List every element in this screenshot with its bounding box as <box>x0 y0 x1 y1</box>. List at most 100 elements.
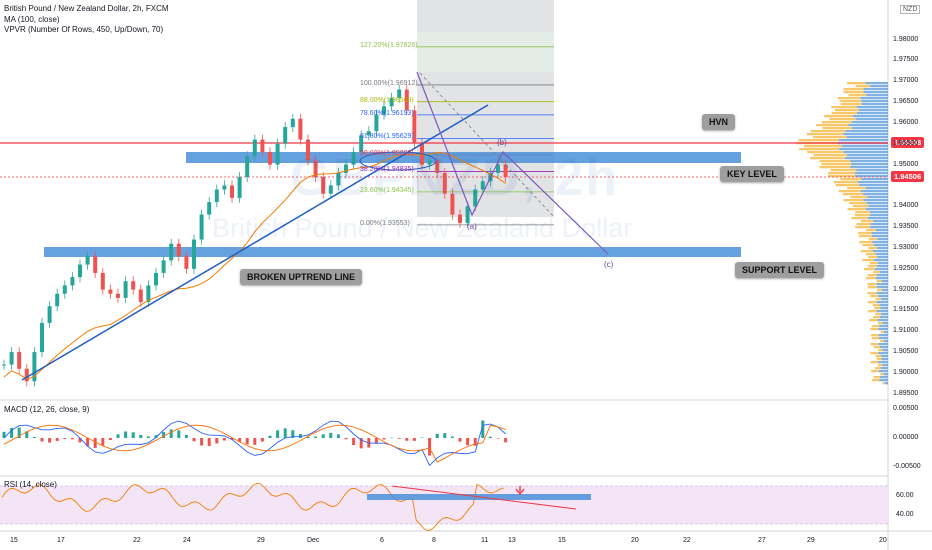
macd-hist-bar <box>412 438 416 441</box>
fib-label: 23.60%(1.94345) <box>360 186 414 194</box>
macd-hist-bar <box>428 438 432 456</box>
currency-badge[interactable]: NZD <box>900 5 921 14</box>
candle-body <box>450 193 455 215</box>
vpvr-bar-down <box>879 304 888 307</box>
vpvr-bar-up <box>835 109 859 112</box>
macd-hist-bar <box>382 438 386 440</box>
candle-body <box>382 106 386 115</box>
macd-hist-bar <box>177 430 181 438</box>
vpvr-bar-down <box>858 181 888 184</box>
vpvr-bar-down <box>852 127 888 130</box>
vpvr-bar-down <box>877 256 888 259</box>
vpvr-bar-up <box>860 220 874 223</box>
wave-b-label: (b) <box>497 138 507 147</box>
vpvr-bar-up <box>880 340 884 343</box>
candle-body <box>442 172 447 194</box>
vpvr-bar-down <box>873 250 888 253</box>
vpvr-bar-down <box>863 91 888 94</box>
vpvr-bar-up <box>862 244 874 247</box>
x-tick-label: 29 <box>807 537 815 544</box>
vpvr-bar-down <box>879 337 888 340</box>
macd-hist-bar <box>245 438 249 445</box>
down-arrow-icon <box>515 486 525 496</box>
fib-label: 88.00%(1.96509) <box>360 96 414 104</box>
vpvr-bar-down <box>845 157 888 160</box>
vpvr-bar-up <box>859 241 873 244</box>
vpvr-bar-down <box>876 286 888 289</box>
vpvr-bar-down <box>879 271 888 274</box>
macd-hist-bar <box>496 438 500 439</box>
vpvr-bar-down <box>879 379 888 382</box>
candle-body <box>321 177 326 194</box>
vpvr-bar-up <box>850 196 868 199</box>
vpvr-bar-down <box>876 301 888 304</box>
macd-hist-bar <box>154 435 158 438</box>
vpvr-bar-down <box>856 106 888 109</box>
macd-line <box>3 420 506 467</box>
vpvr-bar-down <box>865 187 888 190</box>
vpvr-bar-up <box>855 226 870 229</box>
vpvr-bar-up <box>812 136 847 139</box>
vpvr-bar-down <box>877 247 888 250</box>
macd-hist-bar <box>344 438 348 440</box>
vpvr-bar-down <box>877 310 888 313</box>
macd-hist-bar <box>78 438 82 443</box>
macd-hist-bar <box>352 438 356 446</box>
x-tick-label: 8 <box>432 537 436 544</box>
vpvr-bar-up <box>848 94 867 97</box>
vpvr-bar-down <box>838 139 888 142</box>
support-level-callout: SUPPORT LEVEL <box>735 262 825 278</box>
vpvr-bar-up <box>876 358 882 361</box>
fib-upper-band <box>417 32 554 72</box>
macd-hist-bar <box>146 436 150 438</box>
vpvr-bar-up <box>878 349 883 352</box>
x-tick-label: 17 <box>57 537 65 544</box>
vpvr-bar-up <box>809 157 846 160</box>
macd-hist-bar <box>488 436 492 438</box>
y-tick-label: 1.98000 <box>893 35 919 43</box>
vpvr-bar-down <box>845 130 888 133</box>
vpvr-bar-up <box>840 103 862 106</box>
macd-hist-bar <box>291 430 295 438</box>
vpvr-bar-up <box>857 232 872 235</box>
candle-body <box>161 260 166 273</box>
vpvr-bar-up <box>875 298 882 301</box>
candle-body <box>93 256 98 273</box>
elliott-wave-path <box>416 71 609 255</box>
vpvr-bar-up <box>874 367 881 370</box>
vpvr-bar-down <box>883 373 888 376</box>
candle-body <box>2 364 6 366</box>
candle-body <box>306 139 310 161</box>
candle-body <box>366 131 371 136</box>
candle-body <box>169 243 174 261</box>
vpvr-bar-down <box>852 115 888 118</box>
macd-hist-bar <box>86 438 90 447</box>
rsi-tick-label: 60.00 <box>896 491 914 499</box>
macd-hist-bar <box>466 438 470 446</box>
candle-body <box>199 214 204 240</box>
vpvr-bar-down <box>855 175 888 178</box>
candle-body <box>397 89 402 98</box>
vpvr-bar-up <box>882 382 886 385</box>
x-tick-label: Dec <box>307 537 320 544</box>
y-tick-label: 1.97000 <box>893 77 919 85</box>
macd-hist-bar <box>443 433 447 438</box>
macd-hist-bar <box>222 438 226 441</box>
vpvr-bar-up <box>871 370 879 373</box>
vpvr-bar-down <box>868 205 888 208</box>
chart-title: British Pound / New Zealand Dollar, 2h, … <box>4 4 169 13</box>
candle-body <box>359 135 364 153</box>
macd-hist-bar <box>207 438 211 447</box>
vpvr-bar-up <box>830 169 857 172</box>
vpvr-bar-up <box>862 259 874 262</box>
vpvr-bar-down <box>870 85 888 88</box>
candle-body <box>40 322 44 353</box>
macd-tick-label: 0.00000 <box>893 434 919 441</box>
vpvr-bar-up <box>873 376 881 379</box>
signal-line <box>3 424 506 463</box>
vpvr-bar-down <box>878 370 888 373</box>
macd-hist-bar <box>184 435 188 438</box>
price-candles <box>2 84 508 387</box>
candle-body <box>245 156 250 178</box>
vpvr-bar-down <box>843 133 888 136</box>
